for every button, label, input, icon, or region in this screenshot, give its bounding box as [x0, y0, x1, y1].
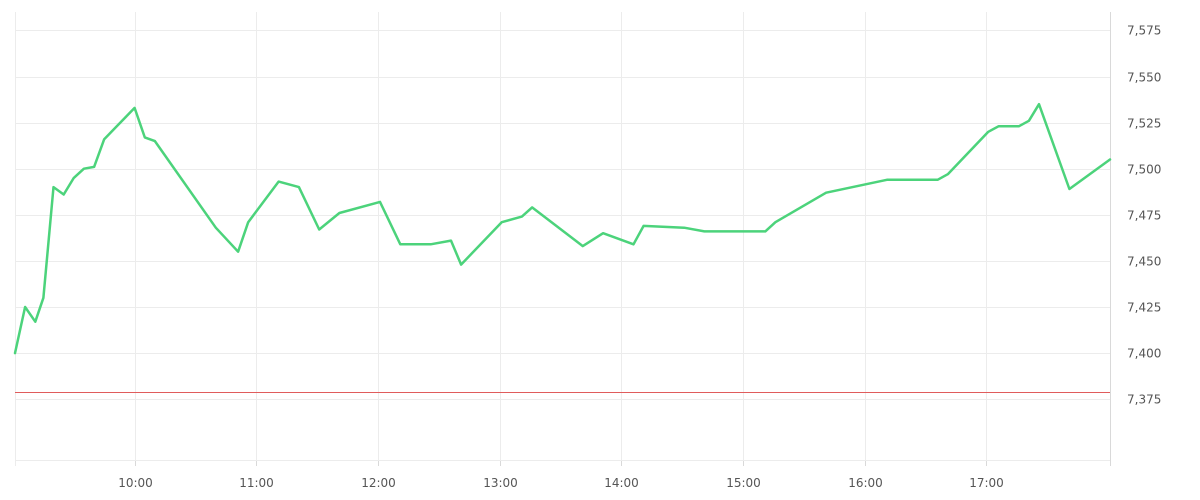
x-tick-label: 10:00 — [118, 476, 153, 490]
series-layer — [13, 102, 1112, 355]
y-tick-label: 7,475 — [1127, 209, 1161, 223]
y-tick-label: 7,500 — [1127, 163, 1161, 177]
grid-layer — [15, 12, 1110, 460]
y-tick-label: 7,550 — [1127, 71, 1161, 85]
x-tick-label: 11:00 — [239, 476, 274, 490]
x-tick-label: 15:00 — [726, 476, 761, 490]
x-tick-labels: 10:00 11:00 12:00 13:00 14:00 15:00 16:00 17:00 — [118, 476, 1004, 490]
y-tick-label: 7,450 — [1127, 255, 1161, 269]
y-tick-labels: 7,375 7,400 7,425 7,450 7,475 7,500 7,525 7,550… — [1127, 24, 1161, 407]
x-tick-label: 17:00 — [969, 476, 1004, 490]
x-tick-label: 13:00 — [483, 476, 518, 490]
x-tick-label: 16:00 — [848, 476, 883, 490]
y-tick-label: 7,375 — [1127, 393, 1161, 407]
x-tick-label: 12:00 — [361, 476, 396, 490]
axis-layer — [15, 12, 1111, 466]
y-tick-label: 7,400 — [1127, 347, 1161, 361]
y-tick-label: 7,525 — [1127, 117, 1161, 131]
price-series-line — [13, 102, 1112, 355]
y-tick-label: 7,575 — [1127, 24, 1161, 38]
y-tick-label: 7,425 — [1127, 301, 1161, 315]
x-tick-label: 14:00 — [604, 476, 639, 490]
